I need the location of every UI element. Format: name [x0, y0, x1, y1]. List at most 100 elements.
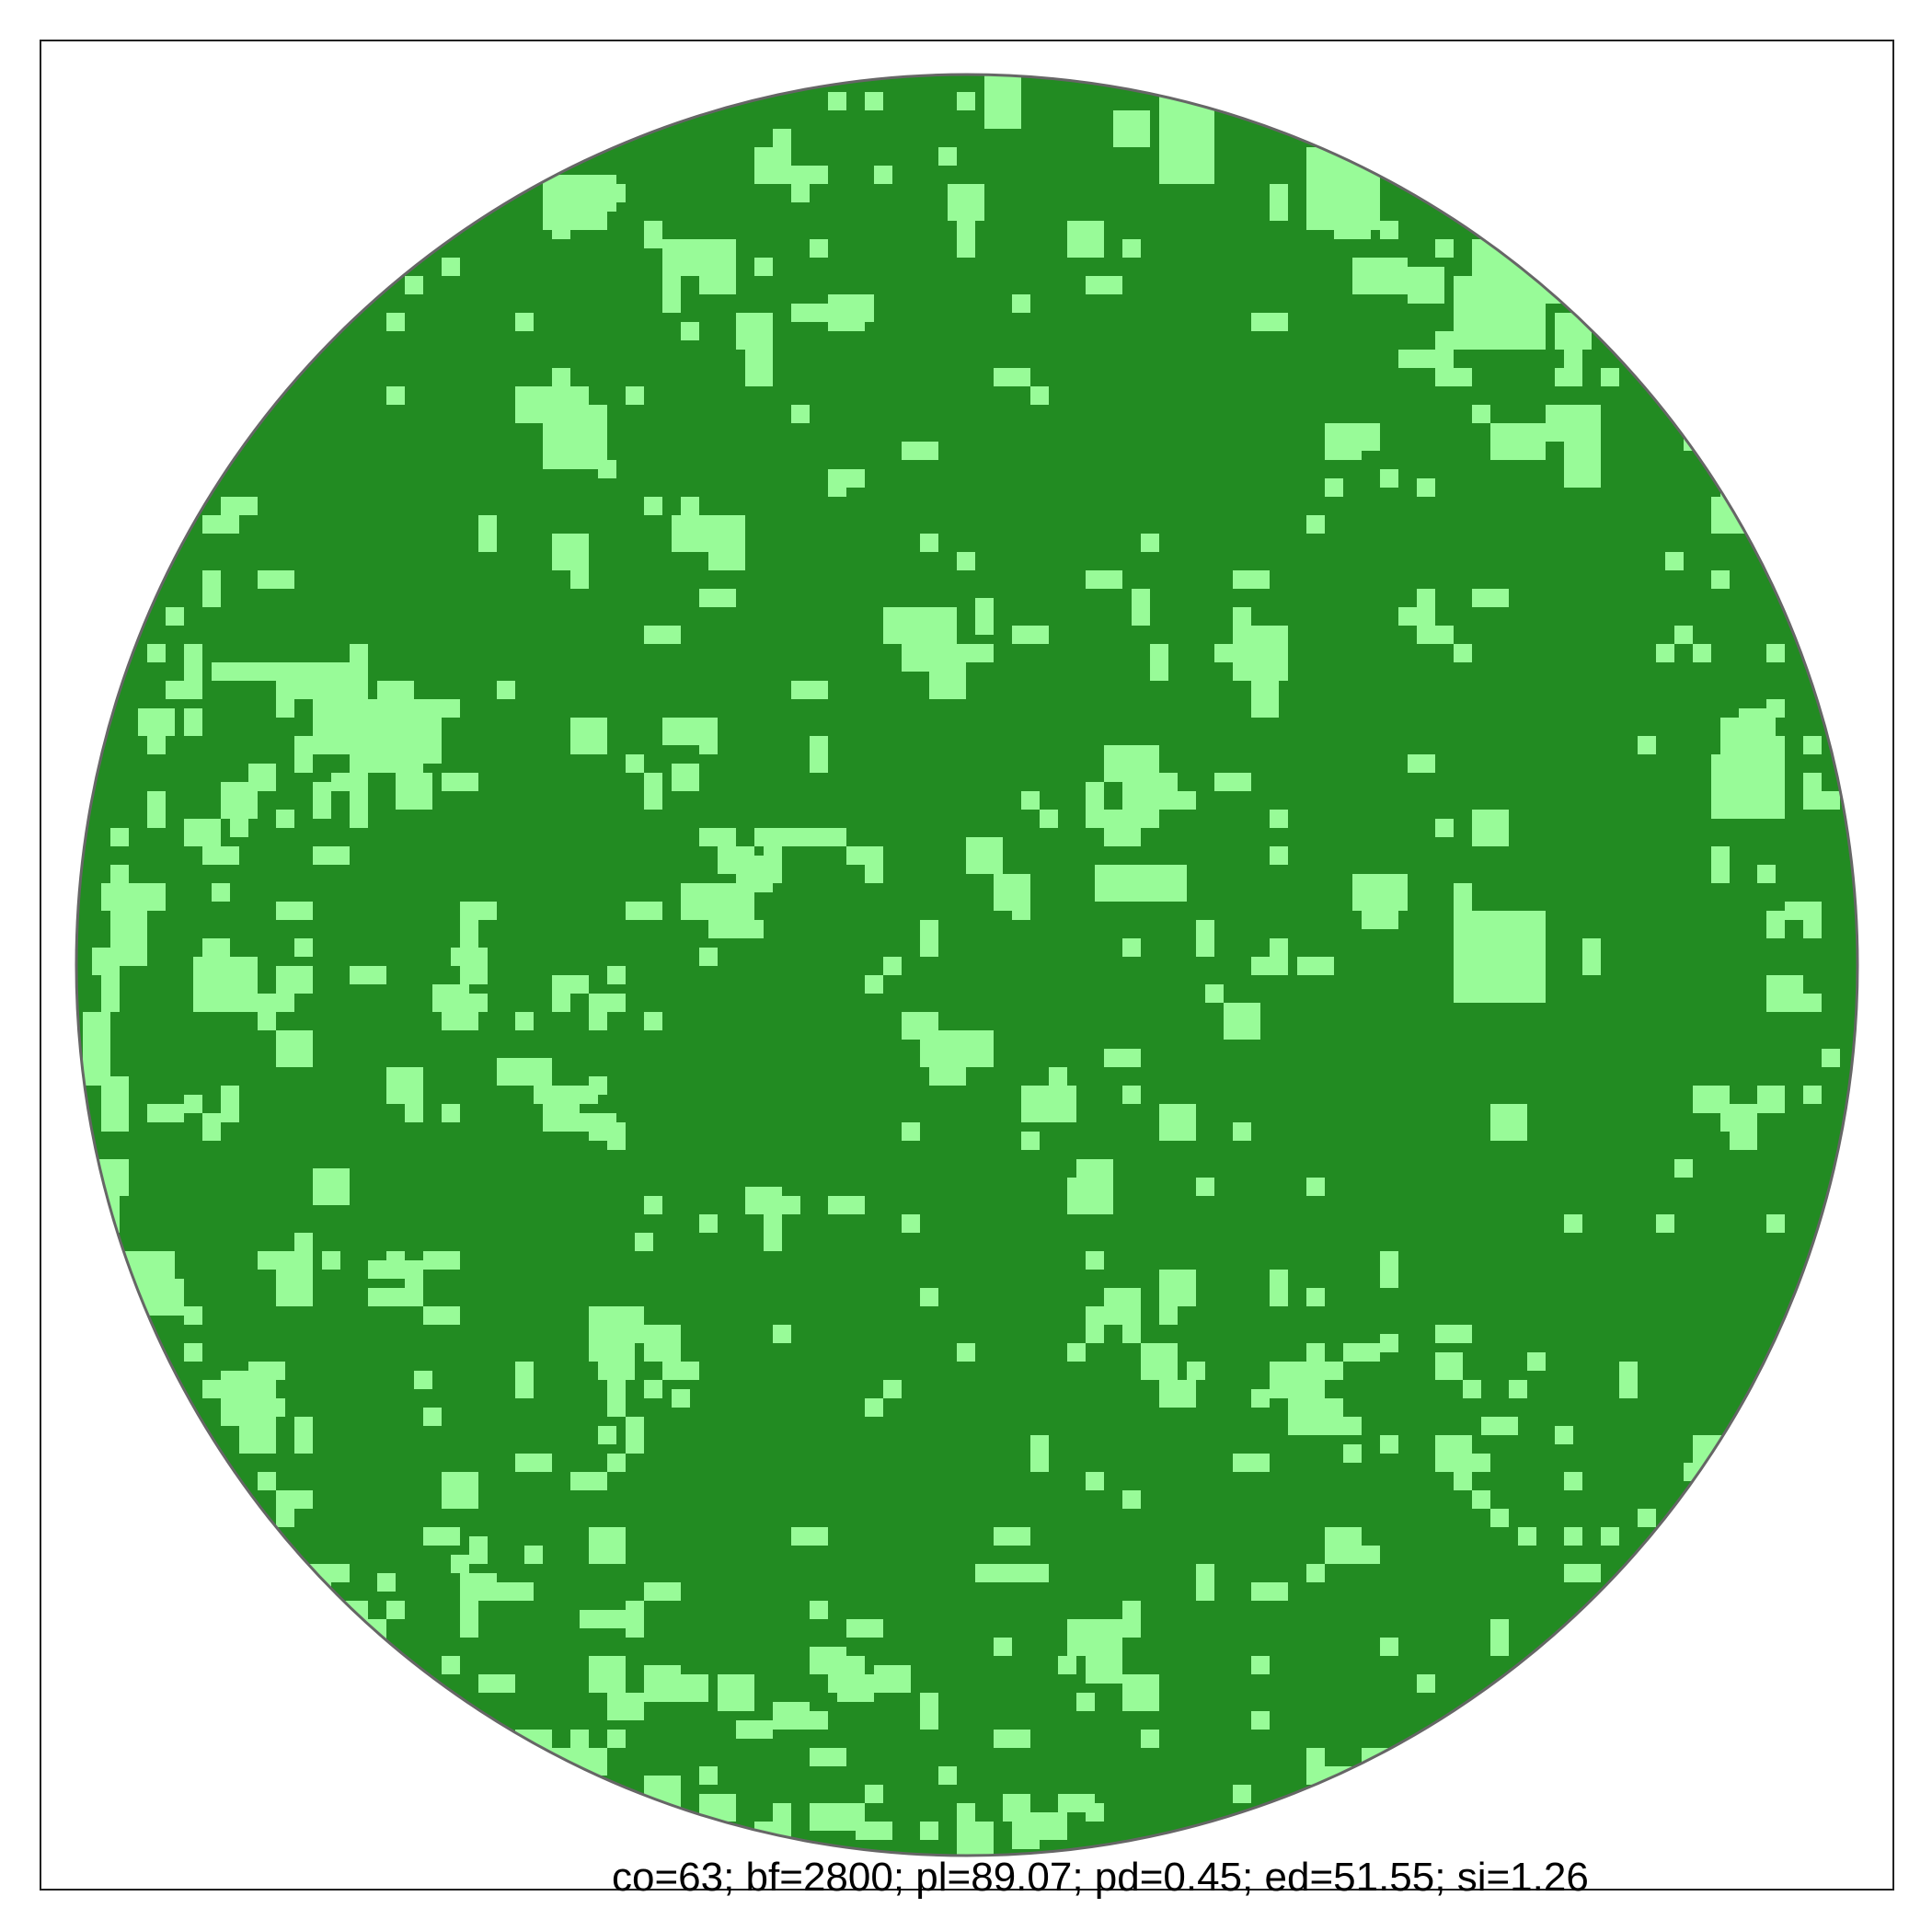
- rim-gap-cell: [1380, 221, 1398, 239]
- rim-gap-cell: [1564, 1564, 1582, 1582]
- gap-patch: [1472, 957, 1527, 975]
- gap-patch: [350, 810, 368, 828]
- landscape-metrics-caption: co=63; bf=2800; pl=89.07; pd=0.45; ed=51…: [612, 1855, 1589, 1900]
- rim-gap-cell: [828, 92, 846, 110]
- gap-cell: [662, 276, 681, 313]
- gap-patch: [1490, 423, 1546, 460]
- gap-cell: [957, 1822, 994, 1856]
- gap-cell: [570, 570, 589, 589]
- gap-patch: [1380, 469, 1398, 488]
- gap-patch: [184, 708, 202, 736]
- gap-patch: [350, 966, 368, 984]
- gap-patch: [1527, 1656, 1555, 1684]
- gap-patch: [1380, 1435, 1398, 1454]
- gap-cell: [1233, 570, 1270, 589]
- gap-patch: [681, 1674, 708, 1702]
- disk-outline: [75, 73, 1859, 1857]
- rim-gap-cell: [1803, 736, 1822, 754]
- gap-cell: [828, 1656, 865, 1693]
- gap-cell: [644, 1582, 681, 1601]
- gap-patch: [828, 469, 865, 488]
- gap-patch: [1343, 1444, 1362, 1463]
- gap-cell: [1141, 1730, 1159, 1748]
- gap-patch: [543, 423, 607, 469]
- gap-patch: [276, 810, 294, 828]
- gap-cell: [883, 607, 920, 644]
- gap-patch: [1555, 248, 1592, 267]
- gap-cell: [1582, 957, 1601, 975]
- gap-cell: [258, 994, 276, 1030]
- gap-patch: [313, 846, 331, 865]
- gap-cell: [1159, 1306, 1178, 1325]
- gap-patch: [1619, 267, 1674, 304]
- gap-cell: [552, 975, 570, 1012]
- gap-patch: [1720, 1104, 1757, 1132]
- gap-patch: [810, 239, 828, 258]
- gap-cell: [626, 902, 662, 920]
- gap-patch: [1141, 810, 1159, 828]
- gap-cell: [1196, 1564, 1214, 1601]
- gap-patch: [1214, 644, 1251, 662]
- gap-cell: [1454, 644, 1472, 662]
- gap-cell: [902, 1122, 920, 1141]
- gap-patch: [975, 598, 994, 635]
- gap-patch: [1665, 552, 1684, 570]
- gap-patch: [607, 184, 626, 202]
- gap-patch: [644, 1012, 662, 1030]
- gap-cell: [718, 920, 736, 938]
- gap-cell: [1656, 644, 1674, 662]
- gap-patch: [1555, 368, 1573, 386]
- gap-patch: [1757, 865, 1776, 883]
- gap-cell: [1619, 1362, 1638, 1398]
- gap-patch: [929, 1067, 966, 1086]
- gap-cell: [184, 644, 202, 681]
- rim-gap-cell: [1711, 515, 1730, 534]
- gap-cell: [1766, 975, 1803, 1012]
- gap-patch: [276, 699, 294, 718]
- gap-cell: [810, 736, 828, 773]
- gap-cell: [1803, 773, 1822, 810]
- gap-cell: [975, 1564, 1012, 1582]
- rim-gap-cell: [442, 258, 460, 276]
- gap-cell: [791, 681, 828, 699]
- gap-cell: [957, 552, 975, 570]
- gap-patch: [672, 1389, 690, 1408]
- gap-cell: [1674, 626, 1693, 644]
- gap-patch: [1251, 1389, 1270, 1408]
- gap-patch: [745, 1187, 782, 1214]
- gap-patch: [350, 791, 368, 810]
- gap-patch: [1518, 1527, 1536, 1546]
- gap-patch: [276, 1564, 331, 1601]
- gap-patch: [607, 966, 626, 984]
- rim-gap-cell: [773, 1803, 791, 1822]
- gap-cell: [147, 791, 166, 828]
- gap-cell: [994, 1730, 1030, 1748]
- gap-patch: [1527, 258, 1546, 276]
- gap-patch: [598, 460, 616, 478]
- gap-cell: [626, 754, 644, 773]
- gap-cell: [1490, 1104, 1527, 1141]
- gap-patch: [810, 1711, 828, 1730]
- gap-patch: [1040, 810, 1058, 828]
- gap-patch: [1021, 1132, 1040, 1150]
- rim-gap-cell: [1601, 368, 1619, 386]
- rim-gap-cell: [184, 1306, 202, 1325]
- gap-patch: [662, 1362, 699, 1380]
- gap-patch: [1104, 1619, 1141, 1638]
- gap-patch: [607, 1693, 644, 1720]
- gap-patch: [681, 322, 699, 340]
- gap-patch: [589, 1343, 607, 1362]
- rim-gap-cell: [221, 1380, 239, 1398]
- gap-cell: [478, 1674, 515, 1693]
- gap-cell: [699, 736, 718, 754]
- gap-cell: [423, 1306, 460, 1325]
- gap-patch: [1757, 1086, 1785, 1113]
- gap-patch: [644, 1665, 681, 1702]
- gap-patch: [1021, 791, 1040, 810]
- rim-gap-cell: [147, 644, 166, 662]
- rim-gap-cell: [386, 1601, 405, 1619]
- gap-patch: [626, 386, 644, 405]
- gap-patch: [313, 1168, 350, 1205]
- gap-patch: [423, 1527, 460, 1546]
- gap-patch: [552, 1748, 607, 1776]
